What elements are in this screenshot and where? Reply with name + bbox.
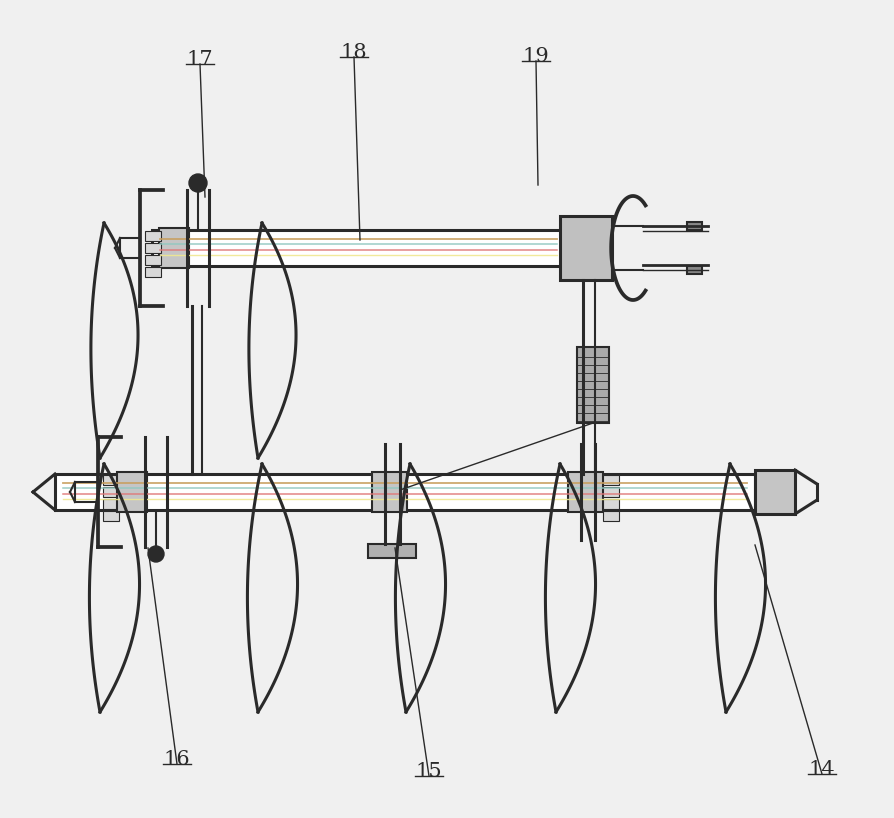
Circle shape (148, 546, 164, 562)
Bar (603, 499, 619, 509)
Bar (159, 228, 189, 268)
Bar (560, 216, 611, 280)
Bar (145, 267, 161, 277)
Text: 17: 17 (186, 50, 213, 69)
Bar (603, 475, 619, 485)
Bar (145, 255, 161, 265)
Bar (103, 511, 119, 521)
Bar (152, 230, 564, 266)
Bar (687, 266, 701, 274)
Text: 18: 18 (340, 43, 367, 62)
Bar (145, 243, 161, 253)
Bar (755, 470, 794, 514)
Bar (603, 511, 619, 521)
Bar (603, 487, 619, 497)
Circle shape (189, 174, 207, 192)
Bar (103, 487, 119, 497)
Bar (568, 472, 603, 512)
Bar (117, 472, 147, 512)
Bar (103, 475, 119, 485)
Bar (55, 474, 755, 510)
Bar (687, 222, 701, 230)
Bar (577, 347, 608, 423)
Bar (103, 499, 119, 509)
Text: 16: 16 (163, 750, 190, 769)
Bar (367, 544, 416, 558)
Text: 14: 14 (807, 760, 834, 779)
Bar (145, 231, 161, 241)
Text: 19: 19 (521, 47, 548, 66)
Bar (372, 472, 407, 512)
Text: 15: 15 (415, 762, 441, 781)
